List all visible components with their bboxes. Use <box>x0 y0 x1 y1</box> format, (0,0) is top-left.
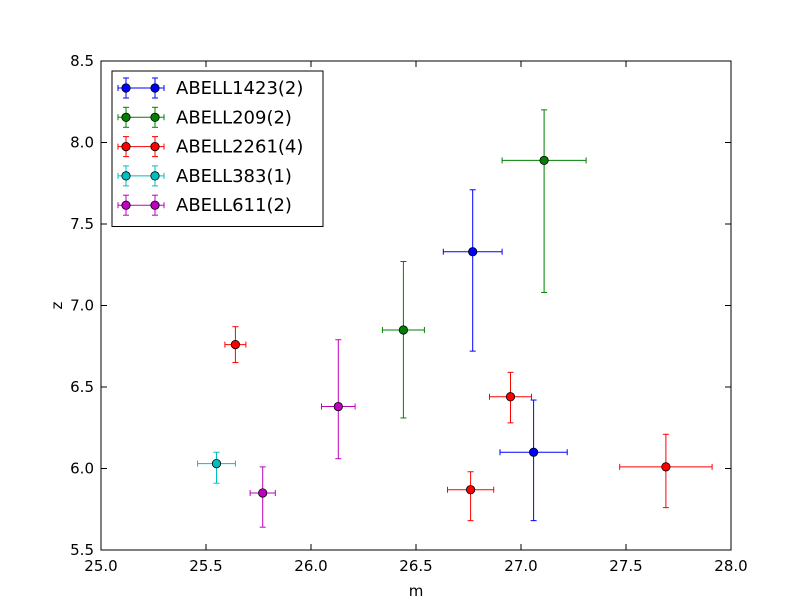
legend-label: ABELL1423(2) <box>176 78 303 99</box>
legend-label: ABELL383(1) <box>176 166 292 187</box>
legend-label: ABELL611(2) <box>176 195 292 216</box>
point-marker <box>211 459 222 469</box>
point-marker <box>505 392 516 402</box>
y-tick-label: 6.0 <box>70 460 94 478</box>
legend-marker <box>121 112 131 122</box>
legend-entry: ABELL383(1) <box>117 165 292 187</box>
x-tick-label: 25.5 <box>189 557 222 575</box>
legend-marker <box>121 142 131 152</box>
legend-entry: ABELL611(2) <box>117 194 292 216</box>
data-point <box>197 451 236 484</box>
legend-box <box>111 70 324 227</box>
point-marker <box>230 340 240 350</box>
point-marker <box>398 325 408 335</box>
x-tick-label: 27.0 <box>504 557 537 575</box>
point-marker <box>468 247 478 257</box>
data-point <box>499 399 568 522</box>
data-points <box>197 109 713 528</box>
data-point <box>447 471 495 522</box>
x-tick-label: 27.5 <box>609 557 642 575</box>
data-point <box>489 371 532 424</box>
point-marker <box>539 155 549 166</box>
legend-label: ABELL2261(4) <box>176 137 303 158</box>
data-point <box>501 109 587 293</box>
legend-marker <box>150 83 160 93</box>
x-tick-label: 26.0 <box>294 557 327 575</box>
x-tick-label: 25.0 <box>84 557 117 575</box>
x-tick-label: 26.5 <box>399 557 432 575</box>
legend-label: ABELL209(2) <box>176 107 292 128</box>
legend: ABELL1423(2) ABELL209(2) ABELL2261(4) ABELL… <box>111 70 324 227</box>
axis-ticks: 25.0 25.5 26.0 26.5 27.0 27.5 28.0 5.5 6.0 6.5 7.0… <box>70 52 748 575</box>
legend-marker <box>121 83 131 93</box>
legend-marker <box>150 200 160 210</box>
data-point <box>442 189 503 352</box>
data-point <box>619 433 713 509</box>
data-point <box>224 326 247 364</box>
x-axis-label: m <box>409 582 424 600</box>
y-tick-label: 7.0 <box>70 297 94 315</box>
y-tick-label: 7.5 <box>70 215 94 233</box>
point-marker <box>258 488 268 498</box>
point-marker <box>528 447 539 457</box>
y-tick-label: 8.0 <box>70 134 94 152</box>
legend-marker <box>150 142 160 152</box>
data-point <box>249 466 276 528</box>
x-tick-label: 28.0 <box>714 557 747 575</box>
y-tick-label: 6.5 <box>70 378 94 396</box>
legend-entry: ABELL1423(2) <box>117 77 303 99</box>
legend-entry: ABELL2261(4) <box>117 136 303 158</box>
y-tick-label: 8.5 <box>70 52 94 70</box>
legend-entry: ABELL209(2) <box>117 106 292 128</box>
point-marker <box>661 462 671 472</box>
point-marker <box>465 485 476 495</box>
y-axis-label: z <box>48 301 66 309</box>
y-tick-label: 5.5 <box>70 541 94 559</box>
data-point <box>321 339 356 460</box>
legend-marker <box>150 112 160 122</box>
legend-marker <box>121 200 131 210</box>
data-point <box>381 260 425 419</box>
legend-marker <box>150 171 160 181</box>
legend-marker <box>121 171 131 181</box>
point-marker <box>333 401 343 412</box>
